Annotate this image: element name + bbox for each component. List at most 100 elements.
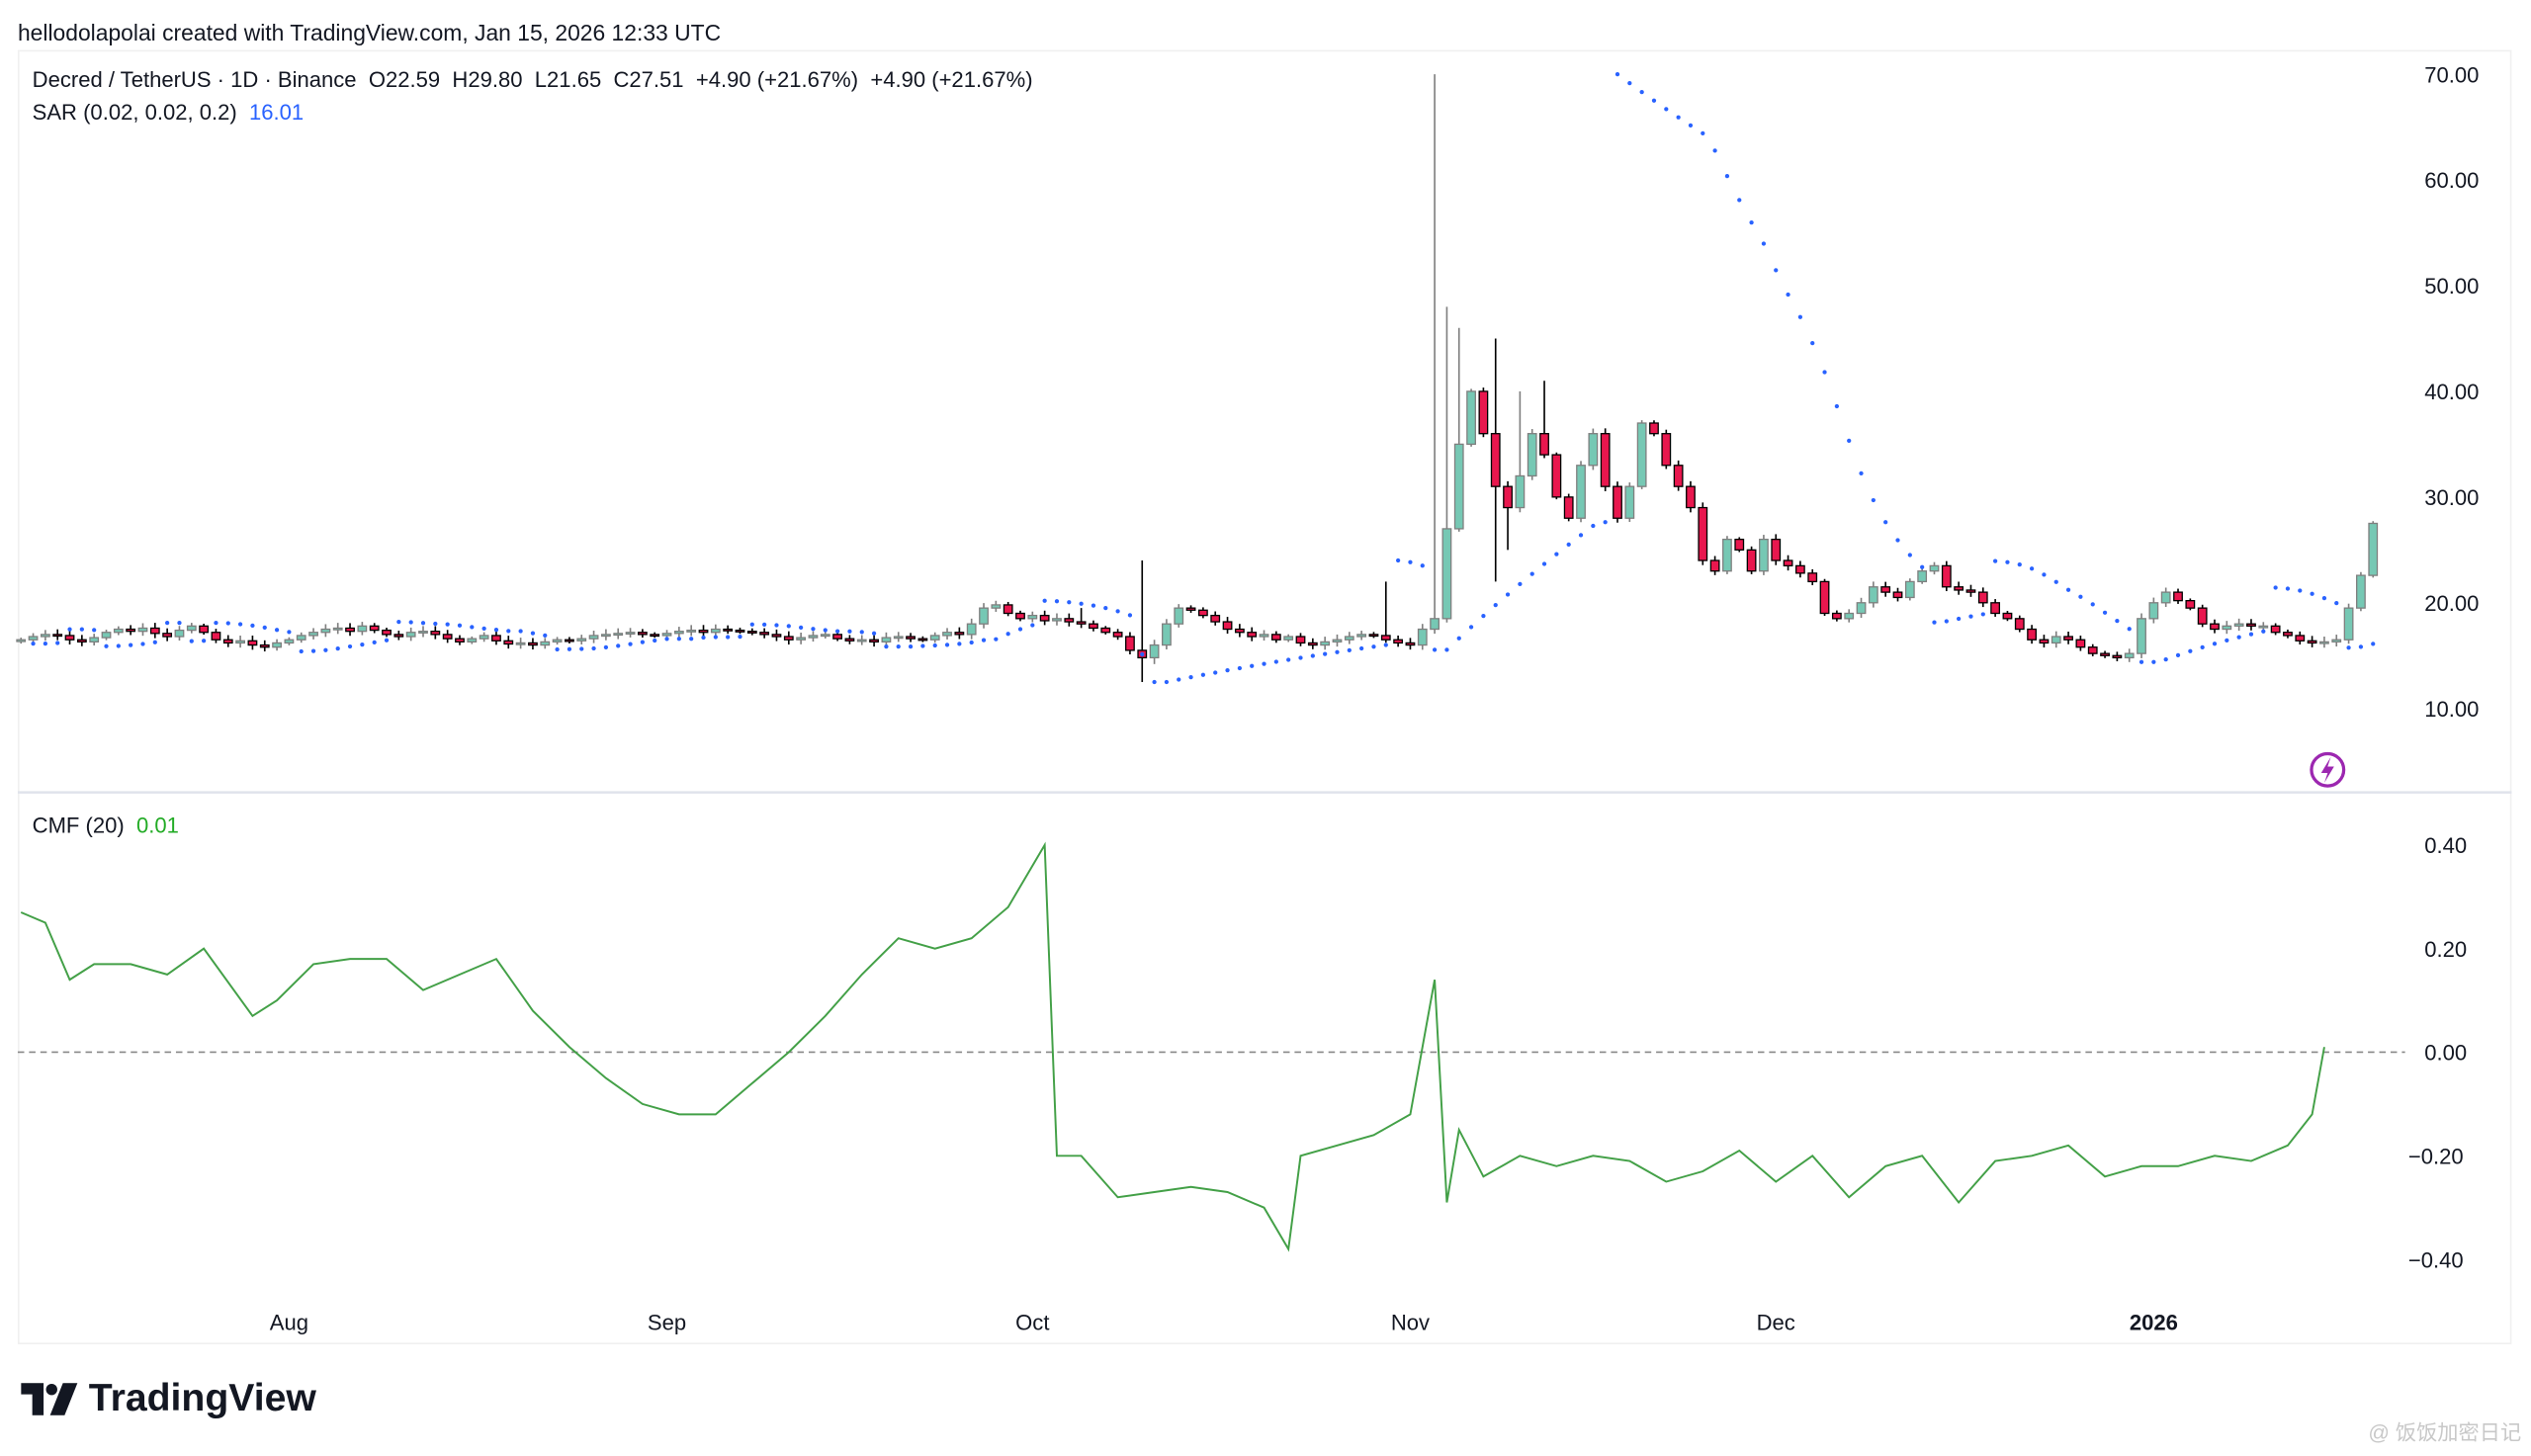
sar-dot	[1712, 148, 1717, 153]
candle-body	[418, 631, 428, 634]
cmf-label: CMF (20)	[32, 813, 125, 838]
candle-body	[357, 625, 368, 633]
sar-dot	[1859, 471, 1864, 476]
candle-body	[308, 632, 318, 637]
candle-body	[442, 634, 453, 640]
candle-body	[199, 625, 210, 634]
candle-body	[966, 623, 977, 636]
sar-dot	[1834, 403, 1839, 409]
sar-dot	[2163, 657, 2168, 662]
candle-body	[2027, 628, 2037, 641]
sar-dot	[1847, 438, 1852, 443]
sar-dot	[225, 621, 230, 626]
candle-body	[1929, 564, 1940, 572]
candle-body	[1283, 636, 1294, 641]
candle-body	[2233, 623, 2244, 627]
candle-body	[2258, 625, 2269, 629]
sar-dot	[762, 622, 767, 628]
candle-body	[565, 639, 574, 642]
sar-dot	[2285, 586, 2291, 591]
candle-body	[2210, 623, 2220, 631]
candle-body	[332, 627, 343, 631]
tradingview-logo[interactable]: TradingView	[21, 1377, 316, 1422]
sar-legend[interactable]: SAR (0.02, 0.02, 0.2) 16.01	[33, 100, 305, 124]
candle-body	[881, 637, 892, 643]
candle-body	[1052, 618, 1062, 622]
cmf-legend[interactable]: CMF (20) 0.01	[33, 814, 179, 837]
candle-body	[1563, 496, 1574, 519]
candle-body	[1698, 506, 1708, 561]
candle-body	[2087, 646, 2098, 654]
sar-dot	[774, 623, 779, 628]
sar-dot	[653, 638, 657, 643]
candle-body	[1247, 632, 1258, 638]
sar-dot	[2225, 638, 2229, 642]
sar-dot	[2200, 644, 2205, 649]
candle-body	[1954, 586, 1964, 591]
candle-body	[686, 629, 697, 633]
price-tick-label: 10.00	[2424, 697, 2479, 722]
sar-dot	[214, 620, 218, 626]
candle-body	[1478, 390, 1489, 435]
sar-dot	[2212, 642, 2218, 646]
sar-dot	[1749, 220, 1754, 225]
sar-label: SAR (0.02, 0.02, 0.2)	[32, 100, 237, 125]
sar-dot	[347, 643, 353, 649]
sar-dot	[2310, 591, 2314, 596]
candle-body	[1600, 433, 1611, 487]
sar-dot	[1907, 553, 1912, 557]
sar-dot	[1054, 599, 1060, 604]
sar-dot	[1115, 609, 1120, 614]
symbol-legend: Decred / TetherUS · 1D · Binance O22.59 …	[33, 68, 1033, 92]
sar-dot	[603, 644, 609, 650]
sar-dot	[1871, 497, 1876, 503]
sar-dot	[871, 631, 877, 636]
sar-dot	[470, 625, 475, 630]
price-tick-label: 50.00	[2424, 274, 2479, 299]
candle-body	[540, 641, 551, 646]
sar-dot	[994, 637, 999, 642]
price-axis: 70.00 60.00 50.00 40.00 30.00 20.00 10.00	[2424, 62, 2479, 722]
candle-body	[405, 632, 416, 638]
candle-body	[832, 634, 842, 640]
candle-body	[2124, 652, 2135, 659]
candle-body	[1904, 580, 1915, 599]
sar-dot	[1957, 616, 1962, 622]
candle-body	[1794, 564, 1805, 574]
sar-dot	[834, 629, 840, 634]
candle-body	[2295, 635, 2306, 642]
sar-dot	[920, 643, 925, 648]
sar-dot	[543, 633, 548, 639]
symbol-name[interactable]: Decred / TetherUS · 1D · Binance	[32, 67, 357, 93]
candle-body	[1174, 607, 1184, 625]
candle-body	[89, 637, 100, 643]
candle-body	[1539, 433, 1549, 456]
sar-dot	[1103, 606, 1108, 611]
sar-dot	[79, 627, 84, 632]
sar-dot	[2029, 566, 2035, 571]
sar-dot	[1177, 677, 1181, 682]
candle-body	[1990, 602, 2001, 615]
candle-body	[1356, 634, 1367, 638]
sar-dot	[1481, 614, 1486, 619]
sar-dot	[579, 646, 584, 651]
sar-dot	[1359, 645, 1364, 651]
alert-icon[interactable]	[2310, 751, 2346, 788]
sar-dot	[640, 640, 645, 644]
sar-dot	[360, 642, 365, 647]
ohlc-low: L21.65	[534, 67, 602, 93]
candle-body	[929, 635, 940, 641]
sar-dot	[2346, 645, 2351, 650]
time-tick-label: 2026	[2130, 1310, 2178, 1334]
candle-body	[1222, 621, 1233, 631]
sar-dot	[1529, 571, 1534, 576]
candle-body	[345, 627, 355, 633]
sar-dot	[847, 629, 852, 634]
candle-body	[2014, 618, 2025, 631]
candle-body	[1441, 528, 1452, 620]
candle-body	[455, 638, 465, 643]
candle-body	[613, 633, 624, 637]
sar-dot	[152, 640, 157, 644]
candle-body	[1490, 433, 1501, 487]
